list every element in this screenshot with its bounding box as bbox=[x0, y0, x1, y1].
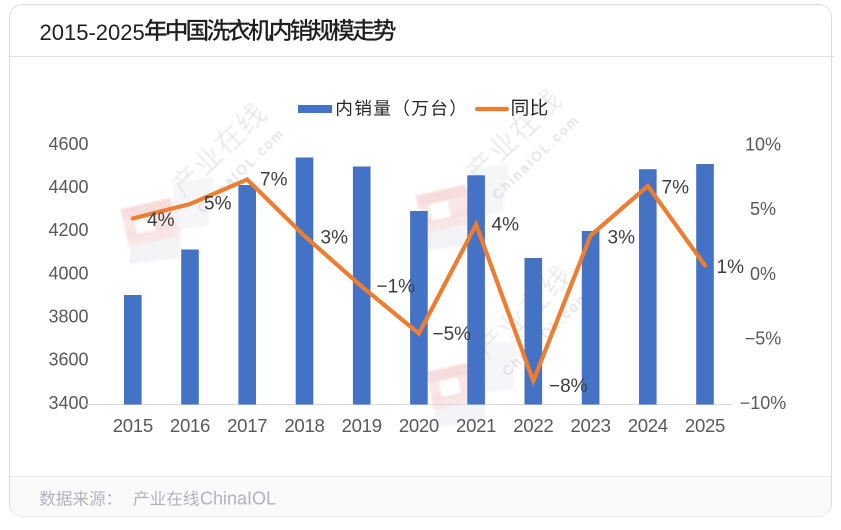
svg-text:10%: 10% bbox=[745, 134, 781, 154]
svg-text:2024: 2024 bbox=[628, 415, 668, 436]
svg-text:2025: 2025 bbox=[685, 415, 725, 436]
svg-text:−8%: −8% bbox=[549, 376, 588, 397]
svg-text:3600: 3600 bbox=[48, 350, 88, 370]
svg-text:3%: 3% bbox=[608, 227, 636, 248]
svg-text:7%: 7% bbox=[662, 178, 690, 199]
svg-text:−5%: −5% bbox=[433, 324, 472, 345]
svg-text:5%: 5% bbox=[204, 193, 232, 214]
svg-text:5%: 5% bbox=[750, 199, 776, 219]
svg-text:7%: 7% bbox=[260, 169, 288, 190]
svg-text:1%: 1% bbox=[717, 257, 745, 278]
svg-text:2015: 2015 bbox=[113, 415, 153, 436]
svg-text:4%: 4% bbox=[147, 210, 175, 231]
svg-text:4000: 4000 bbox=[48, 263, 88, 283]
svg-text:4400: 4400 bbox=[48, 177, 88, 197]
svg-text:2023: 2023 bbox=[570, 415, 610, 436]
svg-text:ChinaIOL: ChinaIOL bbox=[200, 489, 276, 509]
svg-text:2019: 2019 bbox=[342, 415, 382, 436]
svg-text:2015-2025: 2015-2025 bbox=[40, 20, 145, 45]
svg-text:2022: 2022 bbox=[513, 415, 553, 436]
svg-text:3%: 3% bbox=[321, 228, 349, 249]
svg-text:0%: 0% bbox=[750, 264, 776, 284]
svg-text:2018: 2018 bbox=[284, 415, 324, 436]
svg-text:2017: 2017 bbox=[227, 415, 267, 436]
svg-text:4%: 4% bbox=[492, 214, 520, 235]
svg-text:2021: 2021 bbox=[456, 415, 496, 436]
svg-text:−1%: −1% bbox=[377, 276, 416, 297]
svg-text:−10%: −10% bbox=[740, 393, 787, 413]
svg-text:3800: 3800 bbox=[48, 307, 88, 327]
svg-text:−5%: −5% bbox=[745, 329, 782, 349]
svg-text:2020: 2020 bbox=[399, 415, 439, 436]
svg-text:4200: 4200 bbox=[48, 220, 88, 240]
svg-text:3400: 3400 bbox=[48, 393, 88, 413]
svg-text:4600: 4600 bbox=[48, 134, 88, 154]
svg-text:2016: 2016 bbox=[170, 415, 210, 436]
